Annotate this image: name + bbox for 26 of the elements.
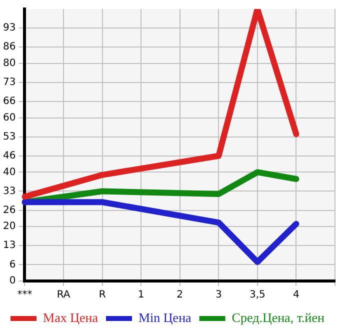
y-tick-label: 66: [2, 96, 16, 108]
y-tick-label: 93: [2, 22, 16, 34]
y-tick-label: 26: [2, 204, 16, 216]
y-tick-label: 46: [2, 150, 16, 162]
legend-label: Min Цена: [138, 310, 192, 325]
x-tick-label: 3,5: [249, 290, 266, 301]
y-tick-label: 33: [2, 186, 16, 197]
y-tick-label: 0: [9, 276, 16, 287]
y-tick-label: 13: [2, 240, 16, 252]
x-tick-label: 1: [138, 290, 144, 301]
x-tick-label: R: [98, 290, 106, 301]
y-tick-label: 6: [9, 259, 16, 270]
y-tick-label: 60: [2, 112, 16, 124]
y-tick-label: 53: [2, 131, 16, 142]
y-tick-label: 73: [2, 77, 16, 88]
x-tick-label: RA: [56, 290, 70, 301]
x-tick-label: 2: [176, 290, 184, 301]
x-tick-label: 3: [215, 290, 222, 301]
y-tick-label: 86: [2, 42, 16, 53]
x-tick-label: ***: [17, 290, 32, 301]
y-tick-label: 20: [2, 221, 16, 232]
legend-label: Max Цена: [43, 310, 98, 325]
y-tick-label: 80: [2, 58, 16, 69]
y-tick-label: 40: [2, 166, 16, 178]
legend-label: Сред.Цена, т.йен: [232, 310, 325, 325]
x-tick-label: 4: [293, 290, 300, 301]
